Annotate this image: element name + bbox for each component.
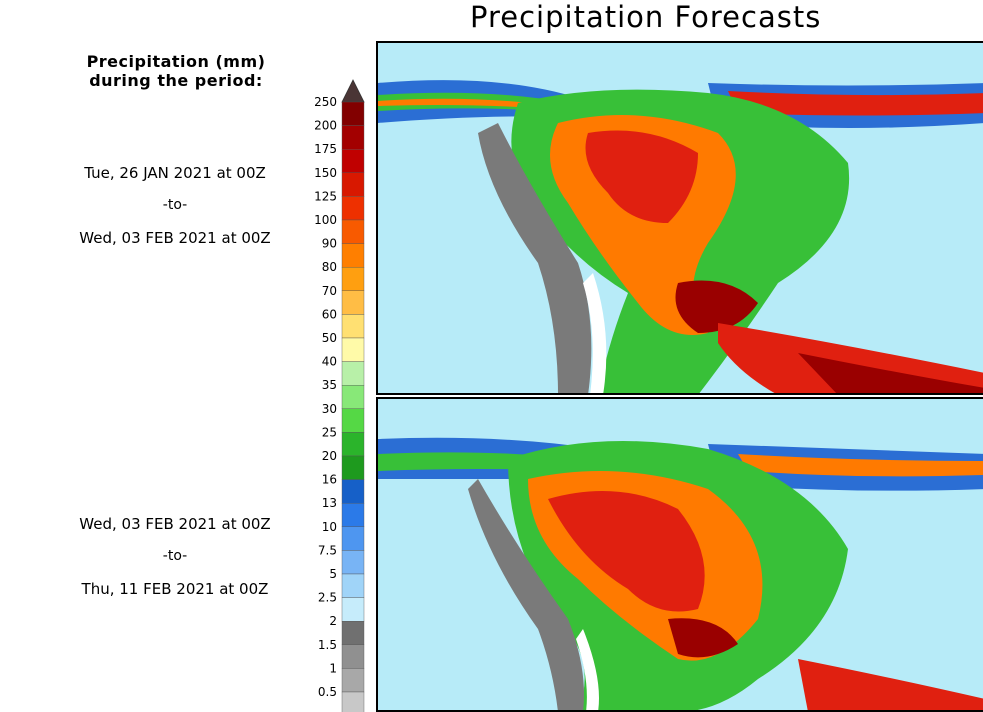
colorbar-tick-label: 150	[314, 166, 337, 180]
legend-heading: Precipitation (mm) during the period:	[20, 52, 332, 90]
colorbar-tick-label: 40	[322, 355, 337, 369]
precipitation-colorbar: 2502001751501251009080706050403530252016…	[314, 79, 365, 712]
colorbar-swatch	[341, 432, 365, 457]
colorbar-swatch	[341, 479, 365, 504]
colorbar-swatch	[341, 408, 365, 433]
colorbar-swatch	[341, 243, 365, 268]
colorbar-tick-label: 70	[322, 284, 337, 298]
colorbar-tick-label: 1.5	[318, 638, 337, 652]
map2-svg	[378, 399, 983, 710]
colorbar-swatch	[341, 337, 365, 362]
colorbar-swatch	[341, 266, 365, 291]
period1-end: Wed, 03 FEB 2021 at 00Z	[79, 229, 271, 247]
colorbar-swatch	[341, 668, 365, 693]
colorbar-swatch	[341, 691, 365, 712]
colorbar-tick-label: 175	[314, 142, 337, 156]
colorbar-swatch	[341, 148, 365, 173]
forecast-map-period2	[376, 397, 983, 712]
colorbar-swatch	[341, 101, 365, 126]
colorbar-tick-label: 30	[322, 402, 337, 416]
colorbar-tick-label: 80	[322, 260, 337, 274]
map1-atlantic-red	[728, 91, 983, 116]
map1-andes-white	[583, 273, 607, 393]
colorbar-tick-label: 200	[314, 119, 337, 133]
colorbar-swatch	[341, 644, 365, 669]
period1-start: Tue, 26 JAN 2021 at 00Z	[84, 164, 266, 182]
map1-south-core	[675, 280, 758, 333]
map1-svg	[378, 43, 983, 393]
period1-to: -to-	[162, 197, 188, 213]
colorbar-swatch	[341, 125, 365, 150]
map2-satlantic-band	[798, 659, 983, 710]
colorbar-tick-label: 125	[314, 189, 337, 203]
colorbar-swatch	[341, 550, 365, 575]
colorbar-tick-label: 90	[322, 237, 337, 251]
colorbar-swatch	[341, 385, 365, 410]
colorbar-swatch	[341, 455, 365, 480]
colorbar-tick-label: 7.5	[318, 543, 337, 557]
map1-andes-gray	[478, 123, 592, 393]
map1-continent-red	[585, 130, 698, 223]
colorbar-tick-label: 16	[322, 473, 337, 487]
colorbar-swatch	[341, 290, 365, 315]
colorbar-swatch	[341, 361, 365, 386]
colorbar-tick-label: 100	[314, 213, 337, 227]
legend-heading-line2: during the period:	[89, 71, 263, 90]
colorbar-tick-label: 25	[322, 425, 337, 439]
map1-satlantic-core	[798, 353, 983, 393]
colorbar-swatch	[341, 597, 365, 622]
period2-to: -to-	[162, 548, 188, 564]
colorbar-tick-label: 1	[329, 661, 337, 675]
colorbar-tick-label: 250	[314, 95, 337, 109]
colorbar-tick-label: 2	[329, 614, 337, 628]
colorbar-swatch	[341, 219, 365, 244]
colorbar-swatch	[341, 621, 365, 646]
map1-pacific-orange	[378, 98, 553, 109]
map2-continent-red	[548, 491, 705, 612]
colorbar-swatch	[341, 196, 365, 221]
colorbar-overflow-arrow	[341, 79, 365, 103]
map2-south-core	[668, 618, 738, 658]
map1-satlantic-band	[718, 323, 983, 393]
colorbar-tick-label: 2.5	[318, 591, 337, 605]
colorbar-tick-label: 35	[322, 378, 337, 392]
colorbar-tick-label: 60	[322, 307, 337, 321]
period2-end: Thu, 11 FEB 2021 at 00Z	[81, 580, 269, 598]
colorbar-tick-label: 10	[322, 520, 337, 534]
forecast-map-period1	[376, 41, 983, 395]
colorbar-swatch	[341, 526, 365, 551]
colorbar-swatch	[341, 172, 365, 197]
map2-andes-gray	[468, 479, 584, 710]
colorbar-tick-label: 0.5	[318, 685, 337, 699]
period2-start: Wed, 03 FEB 2021 at 00Z	[79, 515, 271, 533]
colorbar-tick-label: 5	[329, 567, 337, 581]
colorbar-swatch	[341, 503, 365, 528]
figure-title: Precipitation Forecasts	[470, 0, 822, 34]
colorbar-tick-label: 13	[322, 496, 337, 510]
colorbar-tick-label: 50	[322, 331, 337, 345]
colorbar-swatch	[341, 573, 365, 598]
legend-heading-line1: Precipitation (mm)	[86, 52, 266, 71]
map2-andes-white	[576, 629, 599, 710]
map2-atlantic-orange	[738, 454, 983, 477]
colorbar-tick-label: 20	[322, 449, 337, 463]
colorbar-swatch	[341, 314, 365, 339]
